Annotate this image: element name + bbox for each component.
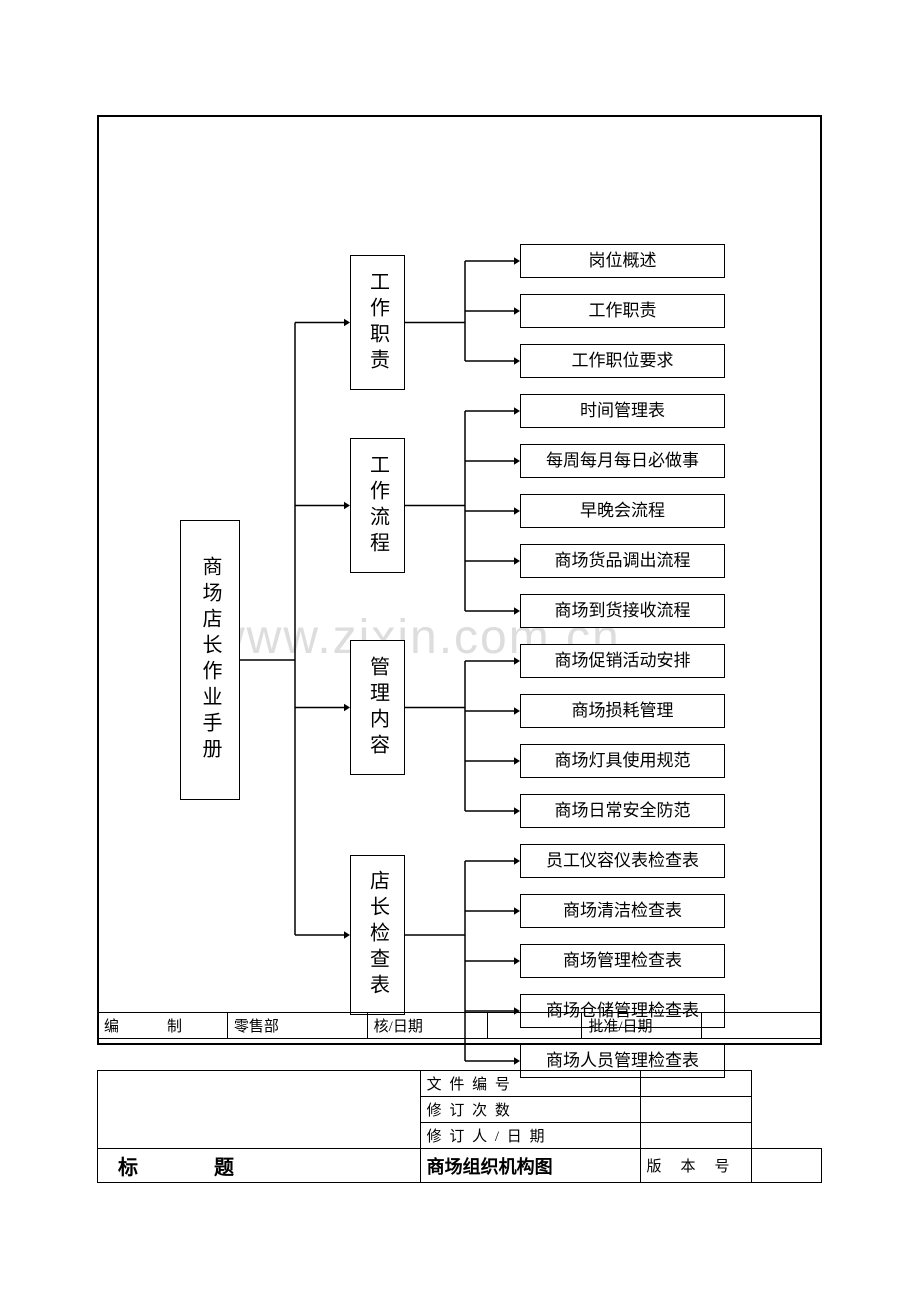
footer2-label: 版 本 号 xyxy=(640,1149,751,1183)
leaf-node: 员工仪容仪表检查表 xyxy=(520,844,725,878)
footer2-value xyxy=(751,1149,821,1183)
level2-label: 工作流程 xyxy=(365,454,391,558)
level2-label: 工作职责 xyxy=(365,271,391,375)
footer2-value xyxy=(640,1097,751,1123)
leaf-node: 商场到货接收流程 xyxy=(520,594,725,628)
level2-node-b: 工作流程 xyxy=(350,438,405,573)
footer2-value xyxy=(640,1071,751,1097)
level2-node-d: 店长检查表 xyxy=(350,855,405,1015)
level2-label: 店长检查表 xyxy=(365,870,391,1000)
leaf-node: 商场货品调出流程 xyxy=(520,544,725,578)
footer-table-1: 编 制 零售部 核/日期 批准/日期 xyxy=(97,1012,822,1039)
leaf-node: 商场清洁检查表 xyxy=(520,894,725,928)
footer-table-2: 文 件 编 号修 订 次 数修 订 人 / 日 期标 题商场组织机构图版 本 号 xyxy=(97,1070,822,1183)
footer1-c4 xyxy=(487,1013,582,1039)
footer2-label: 修 订 人 / 日 期 xyxy=(420,1123,640,1149)
root-label: 商场店长作业手册 xyxy=(197,556,223,764)
footer1-c6 xyxy=(702,1013,822,1039)
footer2-title-label: 标 题 xyxy=(98,1149,421,1183)
root-node: 商场店长作业手册 xyxy=(180,520,240,800)
leaf-node: 岗位概述 xyxy=(520,244,725,278)
leaf-node: 工作职责 xyxy=(520,294,725,328)
leaf-node: 每周每月每日必做事 xyxy=(520,444,725,478)
footer1-c2: 零售部 xyxy=(227,1013,367,1039)
level2-node-a: 工作职责 xyxy=(350,255,405,390)
leaf-node: 时间管理表 xyxy=(520,394,725,428)
footer2-value xyxy=(640,1123,751,1149)
leaf-node: 商场促销活动安排 xyxy=(520,644,725,678)
leaf-node: 商场损耗管理 xyxy=(520,694,725,728)
footer2-label: 修 订 次 数 xyxy=(420,1097,640,1123)
leaf-node: 商场管理检查表 xyxy=(520,944,725,978)
footer2-logo-cell xyxy=(98,1071,421,1149)
footer2-label: 文 件 编 号 xyxy=(420,1071,640,1097)
level2-node-c: 管理内容 xyxy=(350,640,405,775)
footer1-c3: 核/日期 xyxy=(367,1013,487,1039)
leaf-node: 早晚会流程 xyxy=(520,494,725,528)
leaf-node: 商场日常安全防范 xyxy=(520,794,725,828)
footer1-c5: 批准/日期 xyxy=(582,1013,702,1039)
leaf-node: 商场灯具使用规范 xyxy=(520,744,725,778)
leaf-node: 工作职位要求 xyxy=(520,344,725,378)
footer2-title-value: 商场组织机构图 xyxy=(420,1149,640,1183)
level2-label: 管理内容 xyxy=(365,656,391,760)
footer1-c1: 编 制 xyxy=(98,1013,228,1039)
